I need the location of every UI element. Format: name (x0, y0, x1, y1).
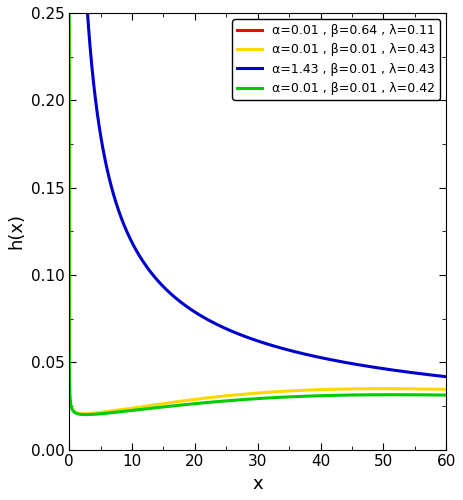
α=0.01 , β=0.01 , λ=0.42 (444, 392, 449, 398)
Line: α=0.01 , β=0.01 , λ=0.42: α=0.01 , β=0.01 , λ=0.42 (69, 6, 446, 414)
Legend: α=0.01 , β=0.64 , λ=0.11, α=0.01 , β=0.01 , λ=0.43, α=1.43 , β=0.01 , λ=0.43, α=: α=0.01 , β=0.64 , λ=0.11, α=0.01 , β=0.0… (232, 19, 440, 100)
α=0.01 , β=0.01 , λ=0.42 (312, 393, 317, 399)
α=0.01 , β=0.01 , λ=0.43 (135, 404, 140, 410)
X-axis label: x: x (252, 475, 263, 493)
α=1.43 , β=0.01 , λ=0.43 (312, 354, 318, 360)
Y-axis label: h(x): h(x) (7, 214, 25, 250)
α=1.43 , β=0.01 , λ=0.43 (386, 366, 392, 372)
α=0.01 , β=0.01 , λ=0.42 (348, 392, 353, 398)
α=0.01 , β=0.01 , λ=0.43 (211, 394, 216, 400)
α=1.43 , β=0.01 , λ=0.43 (444, 374, 449, 380)
Line: α=0.01 , β=0.01 , λ=0.43: α=0.01 , β=0.01 , λ=0.43 (69, 27, 446, 414)
α=1.43 , β=0.01 , λ=0.43 (297, 350, 303, 356)
α=0.01 , β=0.01 , λ=0.42 (376, 392, 382, 398)
Line: α=1.43 , β=0.01 , λ=0.43: α=1.43 , β=0.01 , λ=0.43 (87, 4, 446, 376)
α=0.01 , β=0.01 , λ=0.42 (293, 394, 298, 400)
α=0.01 , β=0.01 , λ=0.42 (66, 4, 72, 10)
α=0.01 , β=0.01 , λ=0.42 (83, 412, 88, 418)
α=0.01 , β=0.01 , λ=0.43 (66, 24, 72, 30)
α=0.01 , β=0.01 , λ=0.42 (135, 407, 140, 413)
α=0.01 , β=0.01 , λ=0.43 (376, 386, 382, 392)
α=1.43 , β=0.01 , λ=0.43 (432, 372, 437, 378)
α=0.01 , β=0.01 , λ=0.43 (312, 387, 317, 393)
α=0.01 , β=0.01 , λ=0.43 (81, 411, 87, 417)
α=1.43 , β=0.01 , λ=0.43 (116, 208, 122, 214)
α=1.43 , β=0.01 , λ=0.43 (84, 1, 90, 7)
α=0.01 , β=0.01 , λ=0.43 (293, 388, 298, 394)
α=0.01 , β=0.01 , λ=0.42 (211, 399, 216, 405)
α=0.01 , β=0.01 , λ=0.43 (348, 386, 353, 392)
α=1.43 , β=0.01 , λ=0.43 (247, 336, 253, 342)
α=0.01 , β=0.01 , λ=0.43 (444, 386, 449, 392)
